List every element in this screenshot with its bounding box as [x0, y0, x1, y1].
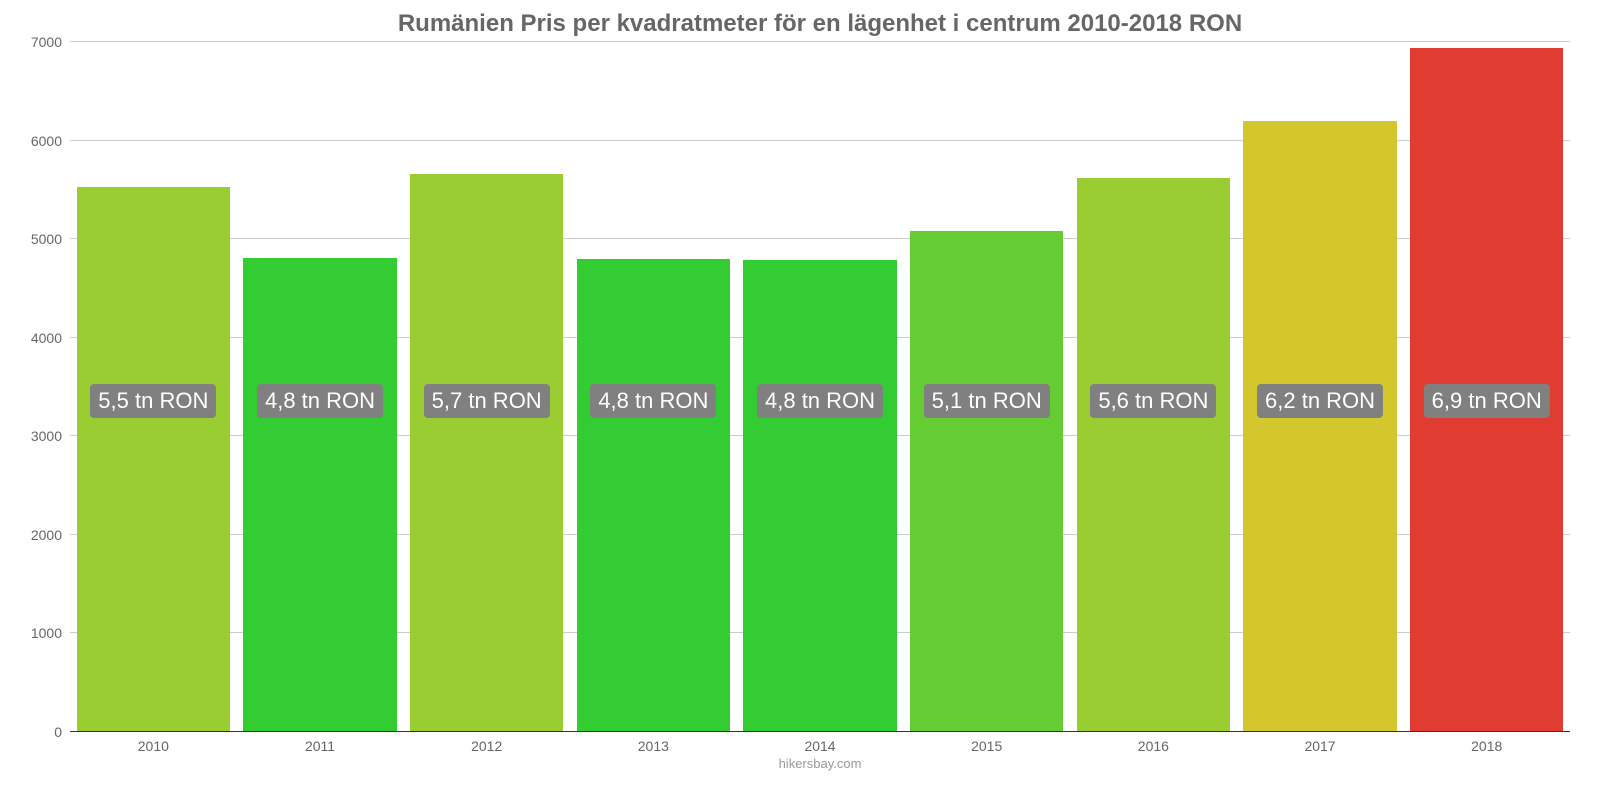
x-tick-label: 2010 [70, 738, 237, 754]
bar-slot: 4,8 tn RON [237, 42, 404, 732]
x-axis: 201020112012201320142015201620172018 [70, 738, 1570, 754]
x-axis-line [70, 731, 1570, 732]
y-tick-label: 4000 [31, 330, 70, 346]
bar [77, 187, 230, 732]
bar-slot: 4,8 tn RON [737, 42, 904, 732]
bar-slot: 5,1 tn RON [903, 42, 1070, 732]
x-tick-label: 2014 [737, 738, 904, 754]
bar [577, 259, 730, 732]
y-tick-label: 3000 [31, 428, 70, 444]
bar [743, 260, 896, 732]
bar-slot: 6,9 tn RON [1403, 42, 1570, 732]
y-tick-label: 0 [54, 724, 70, 740]
x-tick-label: 2011 [237, 738, 404, 754]
bar [1243, 121, 1396, 732]
y-tick-label: 6000 [31, 133, 70, 149]
bar-slot: 6,2 tn RON [1237, 42, 1404, 732]
bar [243, 258, 396, 732]
chart-container: Rumänien Pris per kvadratmeter för en lä… [0, 0, 1600, 800]
y-tick-label: 5000 [31, 231, 70, 247]
x-tick-label: 2012 [403, 738, 570, 754]
value-label: 6,9 tn RON [1424, 384, 1550, 418]
x-tick-label: 2017 [1237, 738, 1404, 754]
value-label: 5,7 tn RON [424, 384, 550, 418]
value-label: 4,8 tn RON [757, 384, 883, 418]
value-label: 5,5 tn RON [90, 384, 216, 418]
value-label: 5,6 tn RON [1090, 384, 1216, 418]
bars-area: 5,5 tn RON 4,8 tn RON 5,7 tn RON 4,8 tn RON… [70, 42, 1570, 732]
x-tick-label: 2016 [1070, 738, 1237, 754]
value-label: 5,1 tn RON [924, 384, 1050, 418]
bar [1077, 178, 1230, 732]
value-label: 6,2 tn RON [1257, 384, 1383, 418]
y-tick-label: 2000 [31, 527, 70, 543]
bar-slot: 4,8 tn RON [570, 42, 737, 732]
bar-slot: 5,6 tn RON [1070, 42, 1237, 732]
bar-slot: 5,5 tn RON [70, 42, 237, 732]
y-tick-label: 7000 [31, 34, 70, 50]
credit-text: hikersbay.com [70, 756, 1570, 771]
bar [410, 174, 563, 732]
x-tick-label: 2013 [570, 738, 737, 754]
y-tick-label: 1000 [31, 625, 70, 641]
chart-title: Rumänien Pris per kvadratmeter för en lä… [70, 10, 1570, 38]
plot-area: 01000200030004000500060007000 5,5 tn RON… [70, 42, 1570, 732]
bar-slot: 5,7 tn RON [403, 42, 570, 732]
value-label: 4,8 tn RON [590, 384, 716, 418]
bar [910, 231, 1063, 732]
x-tick-label: 2018 [1403, 738, 1570, 754]
x-tick-label: 2015 [903, 738, 1070, 754]
value-label: 4,8 tn RON [257, 384, 383, 418]
